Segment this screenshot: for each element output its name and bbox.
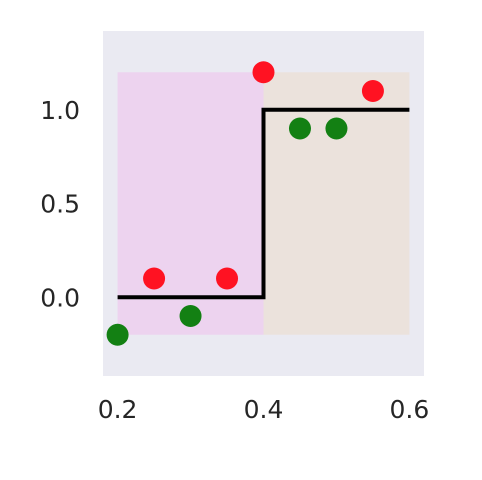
data-point-series1-2 (216, 267, 239, 290)
data-point-series2-1 (106, 323, 129, 346)
x-tick-label-3: 0.6 (390, 395, 430, 424)
data-point-series1-4 (361, 80, 384, 102)
data-point-series2-4 (325, 117, 348, 140)
shaded-region-1 (117, 72, 264, 335)
data-point-series1-1 (143, 267, 166, 290)
data-point-series1-3 (252, 61, 275, 84)
step-line (117, 107, 410, 300)
y-tick-label-1: 0.0 (40, 283, 80, 312)
data-point-series2-3 (288, 117, 311, 140)
y-axis-ticks: 0.0 0.5 1.0 (40, 96, 80, 313)
x-axis-ticks: 0.2 0.4 0.6 (98, 395, 430, 424)
y-tick-label-2: 0.5 (40, 190, 80, 219)
shaded-regions (117, 72, 410, 335)
data-point-series2-2 (179, 305, 202, 327)
data-points (106, 61, 384, 346)
x-tick-label-1: 0.2 (98, 395, 138, 424)
x-tick-label-2: 0.4 (244, 395, 284, 424)
shaded-region-2 (263, 72, 410, 335)
y-tick-label-3: 1.0 (40, 96, 80, 125)
step-line-group (117, 107, 410, 300)
